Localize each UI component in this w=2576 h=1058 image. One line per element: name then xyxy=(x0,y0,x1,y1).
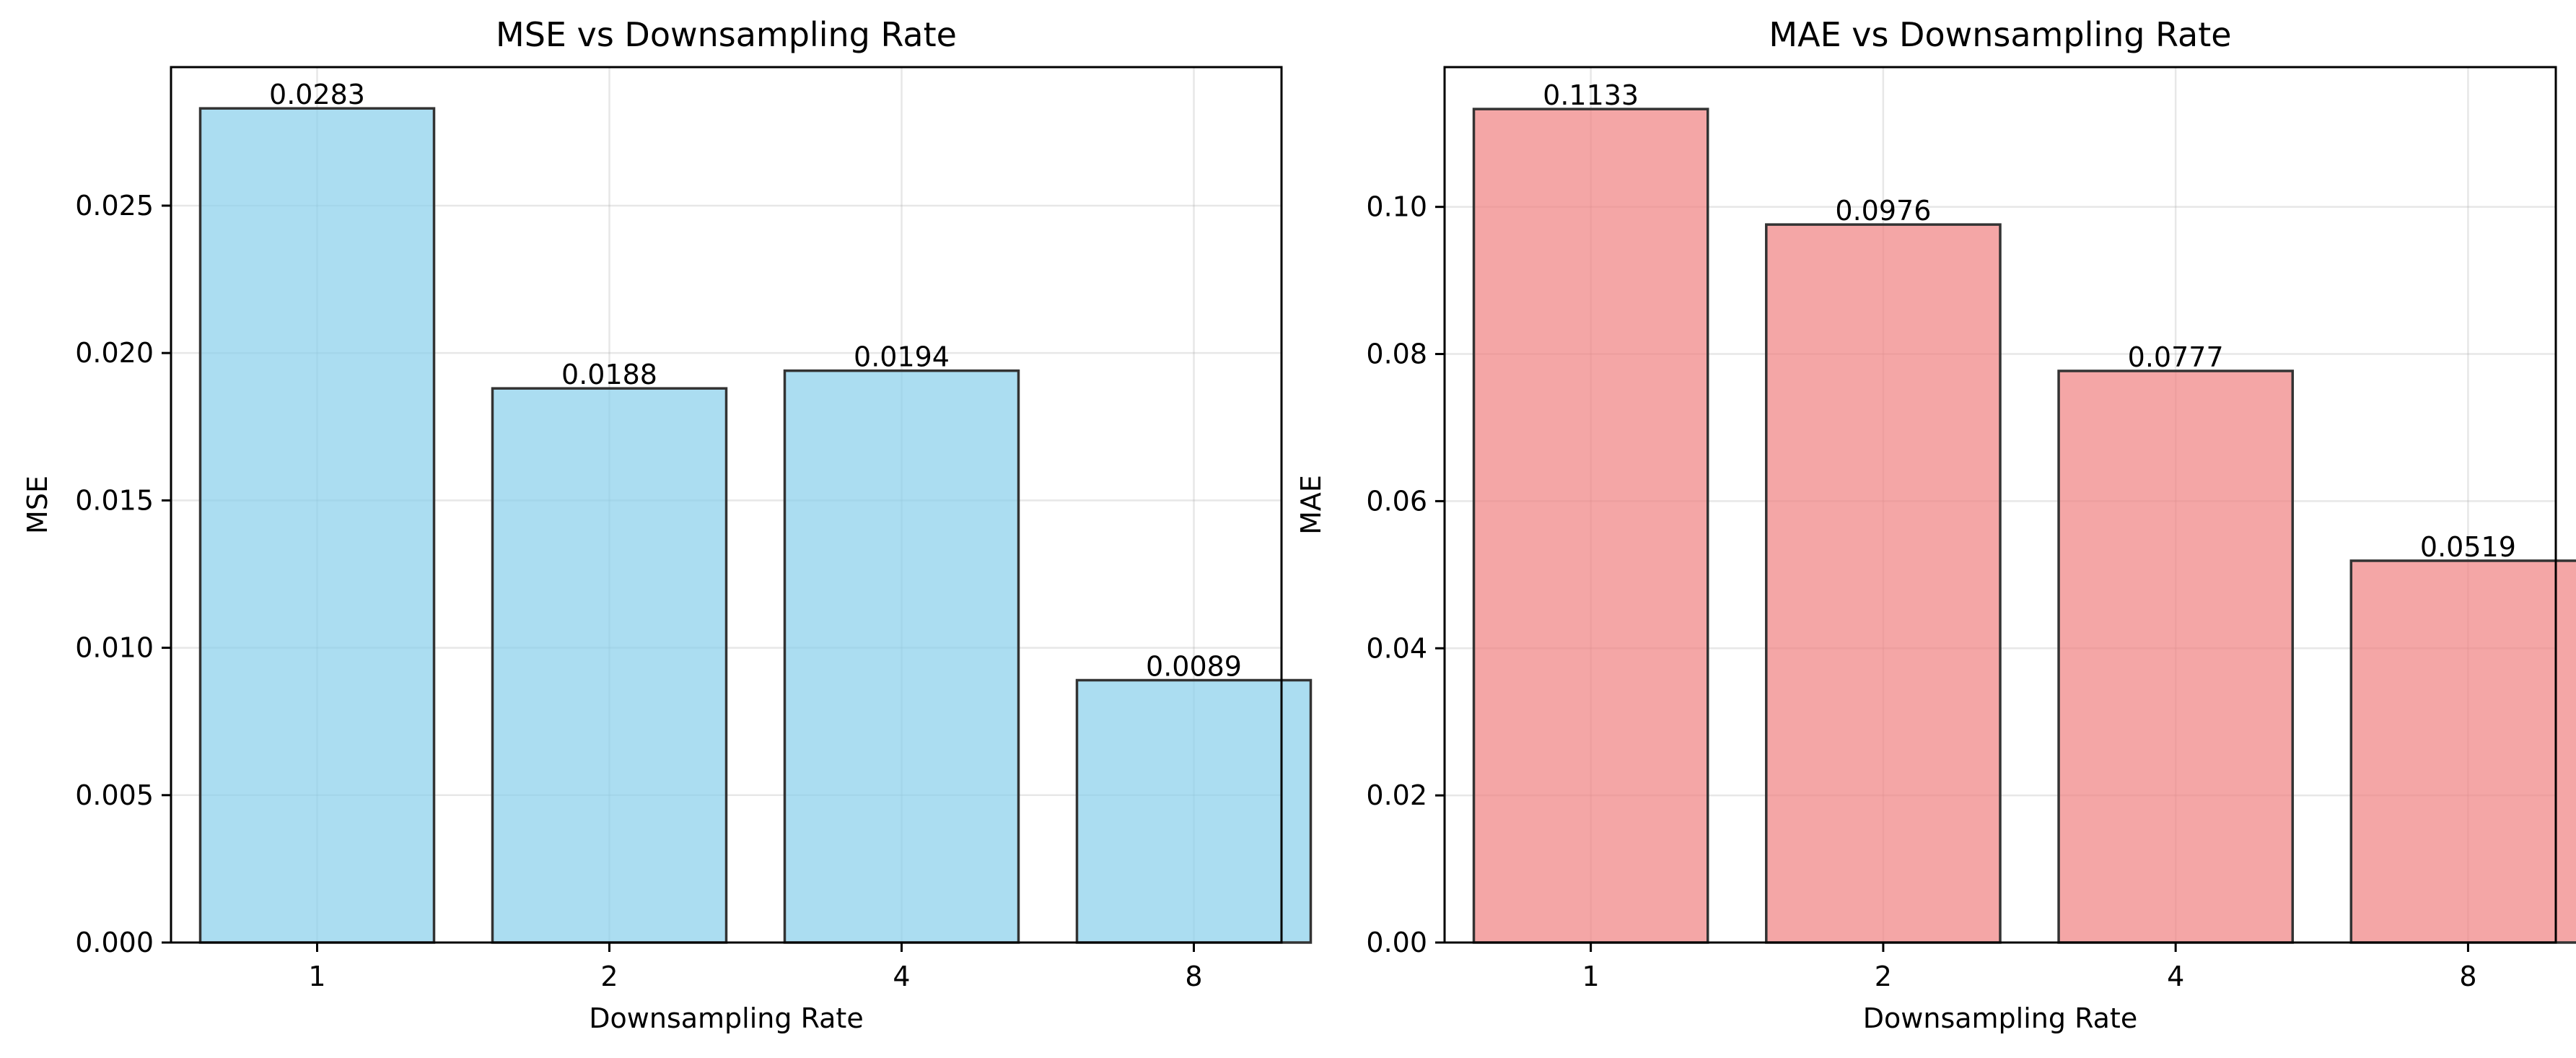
mse-x-axis-label: Downsampling Rate xyxy=(589,1002,863,1034)
mse-ytick-label: 0.025 xyxy=(75,190,154,222)
mae-bar-value-label: 0.0976 xyxy=(1835,195,1931,227)
mse-chart-title: MSE vs Downsampling Rate xyxy=(496,15,957,54)
mse-plot-frame xyxy=(170,66,1283,944)
mae-xtick-label: 1 xyxy=(1582,961,1600,992)
mae-bar-2 xyxy=(1765,223,2002,944)
mse-bar-value-label: 0.0283 xyxy=(269,79,365,110)
mae-ytick-label: 0.08 xyxy=(1366,338,1427,370)
mae-ytick-label: 0.04 xyxy=(1366,632,1427,664)
mae-bar-1 xyxy=(1472,108,1709,944)
mae-bar-value-label: 0.1133 xyxy=(1543,79,1639,111)
mse-bar-8 xyxy=(1075,678,1313,944)
mae-y-axis-label: MAE xyxy=(1295,475,1327,535)
mse-bar-2 xyxy=(491,387,728,944)
mse-chart: 0.0283 0.0188 0.0194 0.0089 0.000 0.005 0.010 0… xyxy=(22,15,1313,1034)
mse-ytick-label: 0.000 xyxy=(75,927,154,958)
mae-xtick-label: 4 xyxy=(2167,961,2184,992)
mse-bar-value-label: 0.0188 xyxy=(561,359,657,390)
mse-bar-1 xyxy=(198,107,436,944)
mse-xtick-label: 4 xyxy=(893,961,910,992)
mae-ytick-label: 0.06 xyxy=(1366,485,1427,517)
mse-xtick-label: 8 xyxy=(1185,961,1202,992)
mae-bar-8 xyxy=(2349,559,2576,944)
mse-y-axis-label: MSE xyxy=(22,476,53,534)
mse-bar-value-label: 0.0194 xyxy=(854,341,950,373)
mae-chart-title: MAE vs Downsampling Rate xyxy=(1769,15,2231,54)
mse-ytick-label: 0.010 xyxy=(75,632,154,664)
mae-xtick-label: 8 xyxy=(2459,961,2476,992)
mse-xtick-label: 2 xyxy=(600,961,618,992)
mae-bar-value-label: 0.0519 xyxy=(2420,531,2516,563)
mse-xtick-label: 1 xyxy=(308,961,325,992)
mse-bar-4 xyxy=(783,369,1020,944)
mse-ytick-label: 0.005 xyxy=(75,779,154,811)
mse-ytick-label: 0.020 xyxy=(75,337,154,369)
mae-chart: 0.1133 0.0976 0.0777 0.0519 0.00 0.02 0.04 0.06… xyxy=(1295,15,2576,1034)
mae-ytick-label: 0.02 xyxy=(1366,779,1427,811)
mae-ytick-label: 0.00 xyxy=(1366,927,1427,958)
mae-ytick-label: 0.10 xyxy=(1366,191,1427,223)
mae-bar-value-label: 0.0777 xyxy=(2128,341,2224,373)
mae-x-axis-label: Downsampling Rate xyxy=(1863,1002,2137,1034)
mse-ytick-label: 0.015 xyxy=(75,484,154,516)
mae-xtick-label: 2 xyxy=(1875,961,1892,992)
mae-bar-4 xyxy=(2057,370,2295,944)
mse-bar-value-label: 0.0089 xyxy=(1146,651,1242,683)
mae-plot-frame xyxy=(1443,66,2557,944)
